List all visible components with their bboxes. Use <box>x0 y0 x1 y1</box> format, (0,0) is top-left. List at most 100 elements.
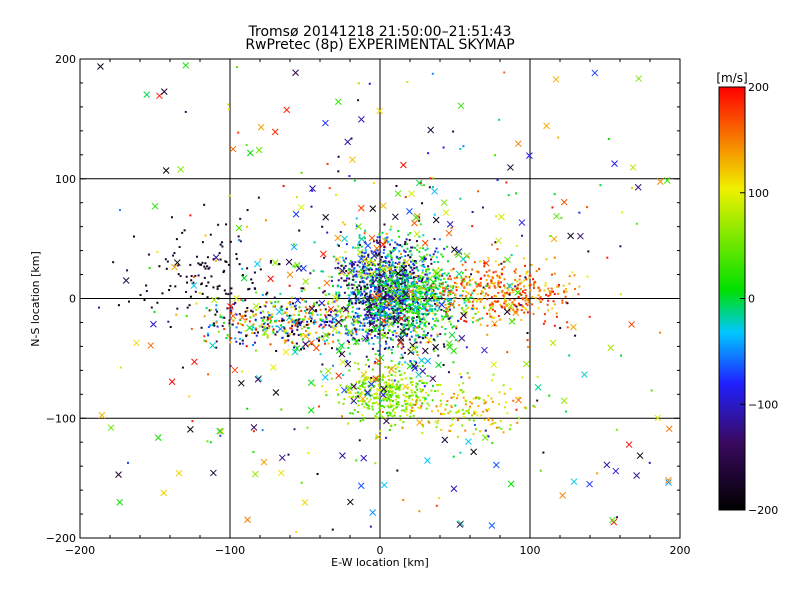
data-point <box>178 246 181 249</box>
data-cross-marker <box>432 267 440 275</box>
data-point <box>392 404 395 407</box>
data-point <box>389 295 392 298</box>
data-point <box>391 286 394 289</box>
data-point <box>444 408 447 411</box>
data-point <box>526 311 529 314</box>
data-point <box>403 249 406 252</box>
data-point <box>518 278 521 281</box>
data-point <box>430 308 433 311</box>
data-point <box>385 282 388 285</box>
data-point <box>310 317 313 320</box>
data-point <box>355 270 358 273</box>
data-point <box>503 302 506 305</box>
data-cross-marker <box>448 331 456 339</box>
data-point <box>347 284 350 287</box>
data-point <box>378 274 381 277</box>
data-point <box>246 309 249 312</box>
data-point <box>319 353 322 356</box>
data-cross-marker <box>324 367 332 375</box>
data-point <box>411 394 414 397</box>
data-point <box>358 291 361 294</box>
data-cross-marker <box>373 244 381 252</box>
data-point <box>347 346 350 349</box>
data-point <box>394 271 397 274</box>
data-point <box>501 306 504 309</box>
data-point <box>437 419 440 422</box>
data-point <box>494 154 497 157</box>
data-point <box>359 261 362 264</box>
data-point <box>421 271 424 274</box>
data-point <box>470 273 473 276</box>
data-point <box>542 322 545 325</box>
data-point <box>358 387 361 390</box>
data-point <box>552 290 555 293</box>
data-point <box>371 368 374 371</box>
data-point <box>371 275 374 278</box>
data-point <box>416 291 419 294</box>
data-point <box>293 243 296 246</box>
data-point <box>491 422 494 425</box>
data-point <box>441 281 444 284</box>
data-point <box>452 455 455 458</box>
data-point <box>209 441 212 444</box>
data-point <box>259 258 262 261</box>
data-point <box>394 371 397 374</box>
data-point <box>404 281 407 284</box>
data-point <box>458 304 461 307</box>
data-point <box>393 385 396 388</box>
data-point <box>379 404 382 407</box>
data-point <box>463 299 466 302</box>
data-point <box>361 292 364 295</box>
data-point <box>566 321 569 324</box>
data-cross-marker <box>432 343 439 351</box>
data-point <box>446 245 449 248</box>
data-point <box>387 298 390 301</box>
data-point <box>431 410 434 413</box>
data-point <box>376 389 379 392</box>
data-cross-marker <box>507 302 515 310</box>
data-point <box>340 320 343 323</box>
data-point <box>370 261 373 264</box>
data-point <box>350 263 353 266</box>
data-point <box>519 275 522 278</box>
data-point <box>396 300 399 303</box>
data-point <box>363 255 366 258</box>
data-point <box>308 308 311 311</box>
data-point <box>173 252 176 255</box>
data-point <box>436 295 439 298</box>
data-point <box>513 270 516 273</box>
data-point <box>449 316 452 319</box>
data-point <box>354 281 357 284</box>
data-point <box>401 277 404 280</box>
data-point <box>420 404 423 407</box>
data-point <box>425 279 428 282</box>
data-point <box>341 264 344 267</box>
data-cross-marker <box>514 140 522 148</box>
data-cross-marker <box>255 146 263 154</box>
data-point <box>380 284 383 287</box>
data-cross-marker <box>591 69 599 77</box>
data-point <box>461 424 464 427</box>
data-point <box>298 310 301 313</box>
data-point <box>483 402 486 405</box>
data-point <box>367 255 370 258</box>
data-point <box>471 306 474 309</box>
data-point <box>318 325 321 328</box>
data-point <box>443 345 446 348</box>
data-point <box>507 292 510 295</box>
data-point <box>387 240 390 243</box>
data-point <box>378 322 381 325</box>
data-point <box>377 295 380 298</box>
data-point <box>395 335 398 338</box>
data-point <box>426 374 429 377</box>
data-point <box>414 289 417 292</box>
data-point <box>380 256 383 259</box>
data-cross-marker <box>116 498 124 506</box>
data-point <box>332 333 335 336</box>
data-point <box>332 340 335 343</box>
data-cross-marker <box>381 237 389 245</box>
data-cross-marker <box>246 324 254 332</box>
data-point <box>425 407 428 410</box>
data-point <box>383 391 386 394</box>
data-point <box>416 383 419 386</box>
